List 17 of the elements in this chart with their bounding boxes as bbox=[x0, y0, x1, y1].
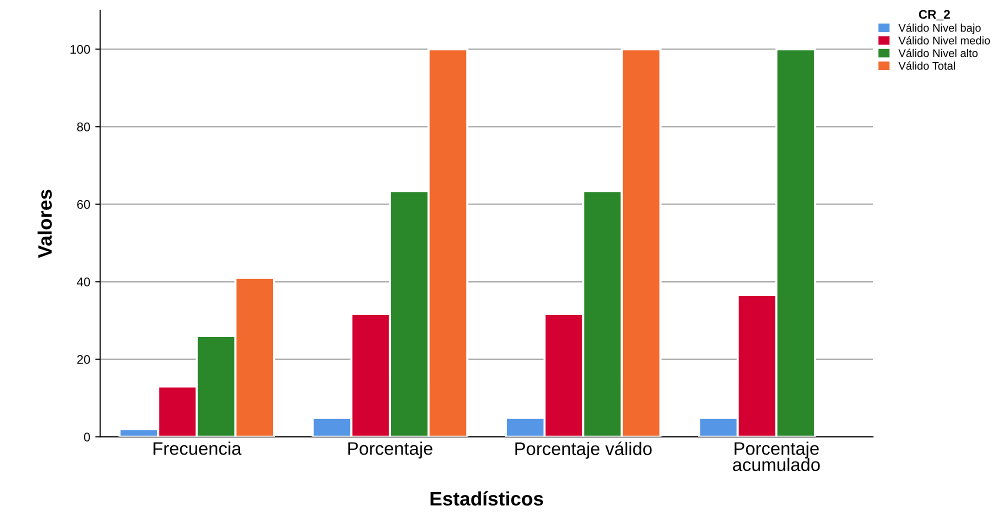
x-tick-label: Porcentaje bbox=[348, 442, 432, 458]
y-axis-title: Valores bbox=[38, 190, 52, 258]
legend-label: Válido Total bbox=[898, 61, 955, 70]
y-tick-label: 80 bbox=[77, 122, 90, 132]
x-tick-label: Porcentaje acumulado bbox=[732, 442, 820, 472]
y-tick-label: 20 bbox=[77, 355, 90, 364]
x-tick-label: Frecuencia bbox=[154, 442, 242, 455]
legend-label: Válido Nivel bajo bbox=[898, 24, 981, 34]
y-tick-label: 0 bbox=[84, 432, 90, 442]
x-tick-label: Porcentaje válido bbox=[515, 442, 652, 459]
y-tick-label: 100 bbox=[70, 44, 90, 54]
legend-label: Válido Nivel alto bbox=[898, 48, 978, 58]
x-axis-title: Estadísticos bbox=[430, 491, 544, 506]
legend-title: CR_2 bbox=[918, 10, 950, 20]
y-tick-label: 60 bbox=[77, 200, 90, 209]
y-tick-label: 40 bbox=[76, 278, 90, 286]
legend-label: Válido Nivel medio bbox=[898, 36, 990, 44]
